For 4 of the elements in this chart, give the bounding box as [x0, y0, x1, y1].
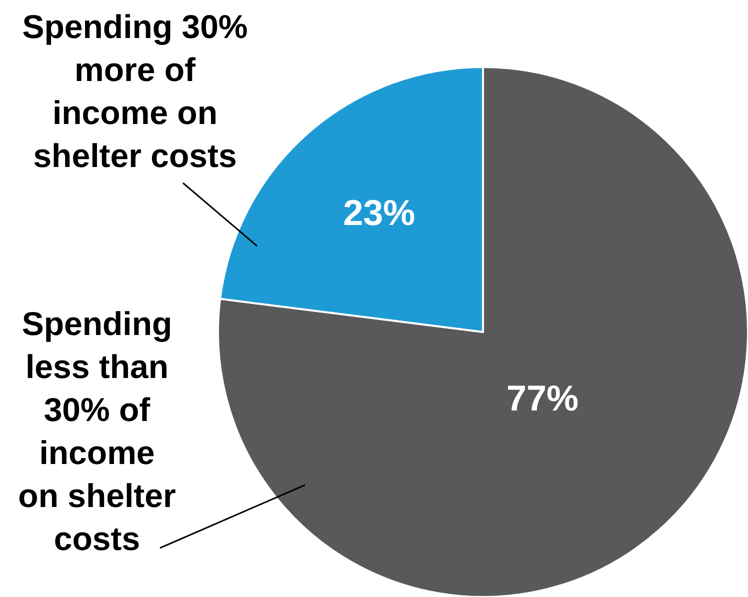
data-label: 77%	[506, 378, 579, 419]
slice-label: Spending 30% more of income on shelter costs	[22, 8, 248, 174]
data-label: 23%	[343, 192, 416, 234]
slice-label: Spending less than 30% of income on shelter costs	[18, 305, 176, 557]
